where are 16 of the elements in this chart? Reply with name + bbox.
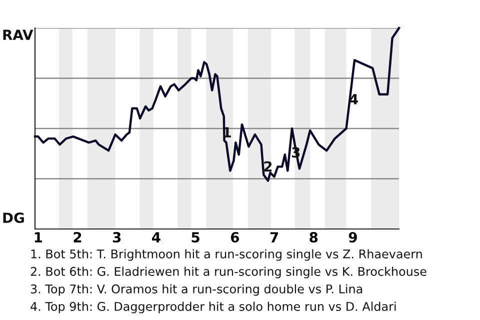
x-tick-label: 3 xyxy=(112,232,121,243)
x-tick-label: 8 xyxy=(310,232,318,243)
annotation: 2 xyxy=(264,161,272,172)
text: 2. Bot 6th: G. Eladriewen hit a run-scoring single vs K. Brockhouse xyxy=(30,266,426,278)
x-tick-label: 5 xyxy=(192,232,200,243)
x-tick-label: 4 xyxy=(152,232,160,242)
text: 4. Top 9th: G. Daggerprodder hit a solo home run vs D. Aldari xyxy=(30,302,396,314)
x-tick-label: 7 xyxy=(270,232,278,242)
x-tick-label: 9 xyxy=(348,232,357,243)
x-tick-label: 1 xyxy=(34,232,42,242)
text: 1. Bot 5th: T. Brightmoon hit a run-scoring single vs Z. Rhaevaern xyxy=(31,249,422,261)
x-tick-label: 2 xyxy=(74,232,82,242)
text: DG xyxy=(3,212,24,224)
x-tick-label: 6 xyxy=(230,232,239,243)
text: 3. Top 7th: V. Oramos hit a run-scoring double vs P. Lina xyxy=(30,284,362,296)
text: RAV xyxy=(3,30,34,40)
